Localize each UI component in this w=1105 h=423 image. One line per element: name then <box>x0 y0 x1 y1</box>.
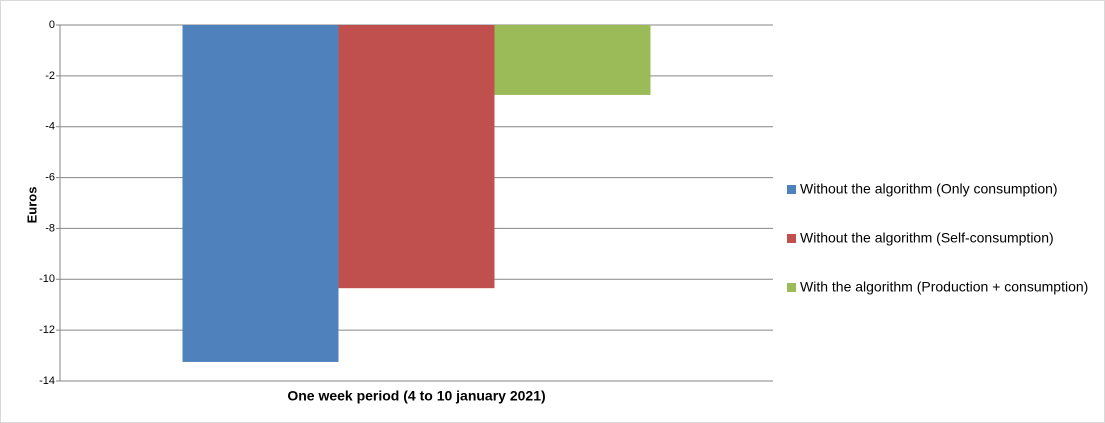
y-tick-label: 0 <box>49 19 55 31</box>
legend-label: Without the algorithm (Only consumption) <box>800 181 1058 197</box>
bar <box>338 25 495 289</box>
bar <box>494 25 651 95</box>
y-tick-label: -4 <box>45 121 55 133</box>
y-tick-label: -6 <box>45 171 55 183</box>
y-tick-label: -8 <box>45 222 55 234</box>
bar <box>182 25 339 362</box>
legend-label: Without the algorithm (Self-consumption) <box>800 230 1054 246</box>
legend-swatch <box>787 185 796 194</box>
y-tick-label: -2 <box>45 70 55 82</box>
legend-swatch <box>787 283 796 292</box>
legend-swatch <box>787 234 796 243</box>
y-tick-label: -14 <box>39 375 55 387</box>
y-tick-label: -12 <box>39 324 55 336</box>
legend-label: With the algorithm (Production + consump… <box>800 279 1088 295</box>
y-tick-label: -10 <box>39 273 55 285</box>
x-tick-label: One week period (4 to 10 january 2021) <box>287 388 545 404</box>
y-axis-title: Euros <box>24 187 39 224</box>
